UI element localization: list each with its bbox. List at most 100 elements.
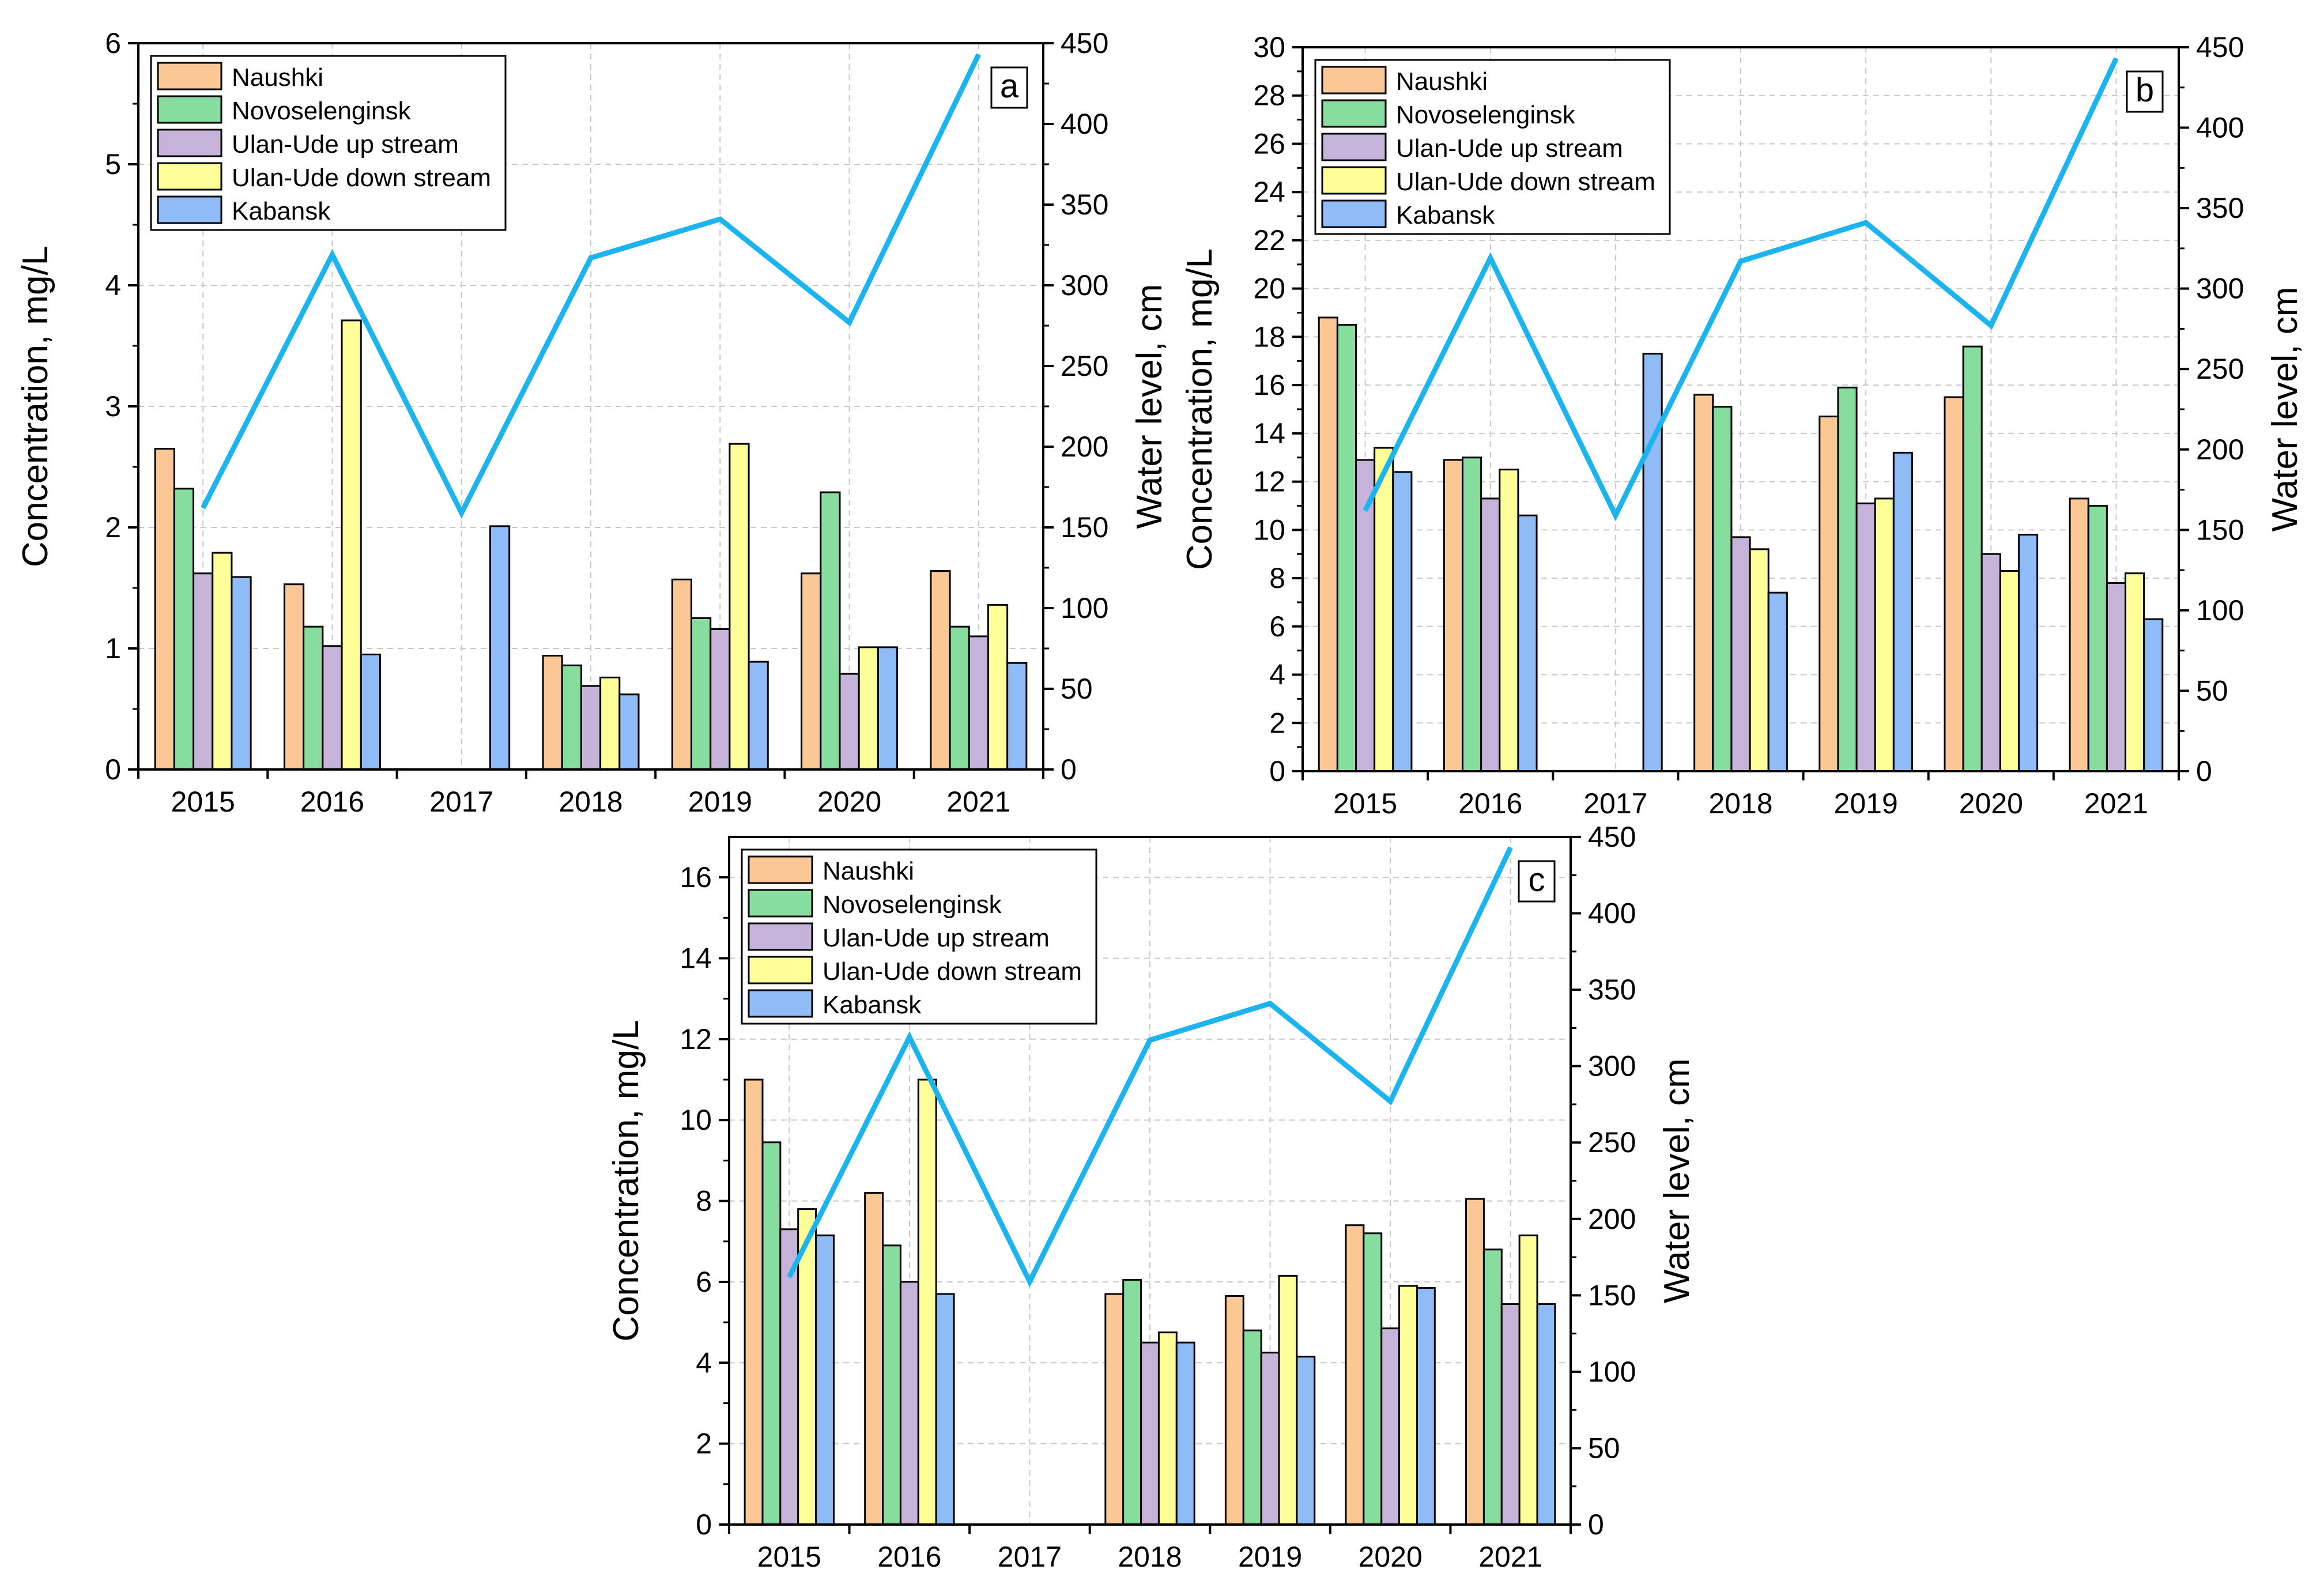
y-tick-label-b: 0: [1269, 755, 1285, 787]
x-tick-label-b-2020: 2020: [1959, 787, 2023, 820]
water-level-point-c-2021: [1510, 847, 1511, 848]
bar-b-naushki-2015: [1318, 316, 1338, 772]
y2-tick-label-a: 0: [1061, 753, 1077, 786]
legend-swatch-a-ulan-ude-down-stream: [157, 162, 222, 191]
y-tick-label-a: 1: [105, 632, 121, 665]
legend-label-b-novoselenginsk: Novoselenginsk: [1396, 101, 1576, 129]
water-level-point-c-2016: [908, 1036, 910, 1038]
y2-tick-label-a: 150: [1061, 511, 1108, 544]
bar-a-novoselenginsk-2016: [303, 625, 324, 771]
legend-label-a-naushki: Naushki: [232, 63, 323, 92]
legend-label-a-novoselenginsk: Novoselenginsk: [232, 97, 412, 125]
water-level-point-b-2018: [1740, 261, 1741, 262]
bar-a-naushki-2021: [930, 570, 951, 771]
x-tick-label-b-2016: 2016: [1458, 787, 1522, 820]
bar-c-ulan-ude-down-stream-2021: [1518, 1234, 1538, 1526]
y-tick-label-c: 12: [680, 1023, 712, 1055]
bar-b-ulan-ude-down-stream-2019: [1874, 497, 1895, 772]
y-tick-label-c: 2: [696, 1428, 712, 1460]
bar-c-kabansk-2019: [1296, 1356, 1316, 1526]
bar-a-kabansk-2020: [877, 646, 899, 771]
y-tick-label-c: 16: [680, 861, 712, 893]
y2-tick-label-a: 300: [1061, 269, 1108, 301]
bar-a-ulan-ude-down-stream-2015: [212, 552, 233, 771]
bar-c-novoselenginsk-2020: [1363, 1232, 1383, 1526]
y2-tick-label-a: 250: [1061, 350, 1108, 382]
bar-b-ulan-ude-down-stream-2016: [1499, 469, 1519, 772]
water-level-point-b-2021: [2115, 58, 2117, 59]
bar-b-novoselenginsk-2019: [1837, 386, 1858, 772]
y-tick-label-a: 4: [105, 269, 121, 301]
x-tick-label-a-2021: 2021: [946, 786, 1010, 818]
bar-c-novoselenginsk-2015: [761, 1141, 782, 1526]
bar-a-naushki-2016: [283, 583, 305, 771]
water-level-point-a-2021: [978, 54, 979, 55]
bar-c-naushki-2015: [744, 1078, 764, 1526]
bar-c-ulan-ude-down-stream-2019: [1278, 1274, 1298, 1526]
water-level-point-a-2019: [719, 218, 721, 220]
bar-b-ulan-ude-down-stream-2018: [1749, 548, 1770, 772]
water-level-point-a-2016: [331, 254, 333, 255]
water-level-point-a-2020: [848, 322, 850, 323]
y2-tick-label-c: 450: [1588, 821, 1636, 853]
bar-c-novoselenginsk-2018: [1122, 1278, 1142, 1526]
y2-tick-label-a: 350: [1061, 188, 1108, 221]
legend-swatch-a-ulan-ude-up-stream: [157, 129, 222, 157]
water-level-point-c-2019: [1269, 1002, 1271, 1004]
bar-a-ulan-ude-down-stream-2020: [858, 646, 879, 771]
bar-b-ulan-ude-up-stream-2019: [1855, 502, 1876, 772]
y2-tick-label-b: 150: [2196, 514, 2244, 546]
y-tick-label-a: 5: [105, 148, 121, 180]
bar-c-naushki-2020: [1345, 1224, 1365, 1526]
y-tick-label-b: 10: [1253, 514, 1285, 546]
bar-c-kabansk-2021: [1536, 1303, 1556, 1526]
y2-tick-label-c: 100: [1588, 1356, 1636, 1388]
x-tick-label-b-2017: 2017: [1583, 787, 1647, 820]
legend-label-a-ulan-ude-up-stream: Ulan-Ude up stream: [232, 130, 459, 159]
legend-swatch-b-novoselenginsk: [1321, 99, 1387, 128]
x-tick-label-a-2016: 2016: [300, 786, 364, 818]
legend-swatch-b-kabansk: [1321, 199, 1387, 228]
bar-a-naushki-2018: [542, 655, 563, 771]
bar-a-ulan-ude-down-stream-2019: [729, 443, 750, 771]
x-tick-label-c-2017: 2017: [998, 1541, 1062, 1573]
y2-axis-title-c: Water level, cm: [1657, 1058, 1697, 1303]
y2-tick-label-c: 250: [1588, 1126, 1636, 1159]
bar-b-ulan-ude-down-stream-2021: [2124, 572, 2145, 772]
bar-b-naushki-2016: [1443, 459, 1464, 772]
legend-label-c-ulan-ude-down-stream: Ulan-Ude down stream: [823, 957, 1082, 986]
x-tick-label-a-2019: 2019: [688, 786, 752, 818]
y-tick-label-b: 20: [1253, 273, 1285, 305]
y-tick-label-c: 14: [680, 942, 712, 975]
water-level-point-a-2017: [461, 512, 462, 514]
y-tick-label-b: 12: [1253, 466, 1285, 498]
bar-c-novoselenginsk-2016: [882, 1244, 901, 1526]
y-tick-label-c: 6: [696, 1266, 712, 1298]
bar-a-novoselenginsk-2021: [949, 625, 970, 771]
x-tick-label-b-2021: 2021: [2084, 787, 2148, 820]
x-tick-label-a-2020: 2020: [817, 786, 881, 818]
panel-letter-a: a: [1000, 67, 1019, 105]
y2-tick-label-c: 0: [1588, 1508, 1604, 1541]
x-tick-label-c-2020: 2020: [1359, 1541, 1423, 1573]
legend-swatch-b-naushki: [1321, 66, 1387, 95]
bar-b-kabansk-2018: [1767, 591, 1788, 772]
bar-b-kabansk-2021: [2143, 618, 2164, 772]
y2-tick-label-a: 50: [1061, 673, 1093, 705]
x-tick-label-a-2018: 2018: [559, 786, 622, 818]
bar-c-ulan-ude-down-stream-2020: [1398, 1285, 1418, 1526]
y-tick-label-c: 0: [696, 1508, 712, 1541]
x-tick-label-b-2019: 2019: [1834, 787, 1898, 820]
bar-c-kabansk-2018: [1175, 1341, 1195, 1526]
y-tick-label-b: 4: [1269, 659, 1285, 691]
bar-c-naushki-2021: [1465, 1198, 1485, 1526]
legend-label-c-kabansk: Kabansk: [823, 991, 922, 1019]
bar-b-naushki-2019: [1819, 416, 1839, 772]
legend-swatch-a-naushki: [157, 62, 222, 90]
y-tick-label-b: 2: [1269, 707, 1285, 739]
y-tick-label-b: 26: [1253, 127, 1285, 160]
bar-a-kabansk-2018: [618, 693, 640, 771]
bar-a-kabansk-2015: [231, 576, 252, 771]
y-tick-label-b: 30: [1253, 31, 1285, 63]
